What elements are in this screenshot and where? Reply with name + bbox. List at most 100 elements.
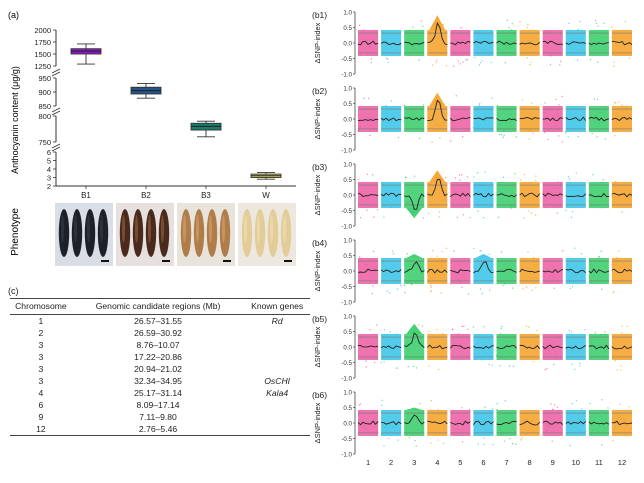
snp-mean-line — [588, 42, 609, 46]
snp-point — [459, 281, 461, 283]
snp-point — [579, 190, 581, 192]
snp-point — [422, 104, 425, 106]
snp-point — [503, 134, 505, 137]
snp-point — [438, 125, 440, 127]
snp-point — [555, 98, 557, 101]
snp-point — [533, 351, 535, 354]
snp-point — [358, 129, 360, 132]
snp-band — [542, 409, 563, 437]
snp-point — [512, 419, 514, 422]
snp-point — [571, 402, 573, 405]
snp-point — [596, 61, 599, 63]
snp-point — [511, 287, 514, 289]
snp-y-tick-label: 0.5 — [343, 253, 352, 260]
chromosome-label: 12 — [618, 458, 626, 467]
snp-point — [373, 259, 375, 261]
snp-point — [443, 427, 446, 430]
snp-point — [490, 421, 492, 424]
snp-peak — [429, 170, 446, 182]
snp-mean-line — [450, 420, 471, 426]
snp-point — [613, 61, 615, 63]
snp-point — [384, 426, 386, 429]
snp-point — [490, 34, 493, 37]
snp-y-tick-label: -0.5 — [341, 284, 352, 291]
snp-point — [568, 261, 570, 263]
snp-band — [496, 105, 517, 133]
snp-point — [430, 409, 433, 411]
snp-point — [571, 121, 573, 123]
snp-point — [432, 250, 434, 252]
snp-point — [380, 361, 382, 364]
snp-point — [500, 133, 503, 136]
snp-point — [479, 123, 481, 125]
table-cell: 2.76–5.46 — [71, 423, 245, 436]
snp-point — [381, 404, 383, 407]
snp-mean-line — [380, 117, 402, 122]
snp-panel: (b1) ΔSNP-index 1.0 0.5 0.0 -0.5 -1.0 — [312, 9, 633, 78]
snp-point — [531, 419, 534, 422]
snp-y-tick-label: 0.0 — [343, 116, 352, 123]
snp-point — [499, 181, 501, 184]
snp-point — [590, 261, 593, 263]
snp-point — [492, 345, 494, 348]
snp-mean-line — [357, 268, 379, 273]
snp-point — [403, 284, 406, 286]
snp-point — [579, 20, 581, 23]
snp-mean-line — [381, 421, 402, 426]
snp-y-tick-label: 0.5 — [343, 177, 352, 184]
snp-y-tick-label: 1.0 — [343, 9, 352, 16]
snp-point — [585, 430, 587, 432]
snp-point — [439, 137, 441, 139]
snp-point — [571, 286, 574, 288]
snp-point — [386, 57, 388, 60]
snp-point — [552, 205, 554, 207]
table-row: 3 17.22–20.86 — [10, 351, 310, 363]
snp-point — [508, 26, 510, 29]
snp-point — [512, 365, 515, 368]
chromosome-label: 5 — [458, 458, 462, 467]
snp-mean-line — [519, 268, 540, 273]
snp-y-tick-label: 0.0 — [343, 420, 352, 427]
snp-point — [387, 338, 390, 341]
snp-point — [373, 268, 375, 270]
table-row: 1 26.57–31.55 Rd — [10, 315, 310, 328]
snp-mean-line — [380, 269, 402, 273]
snp-point — [523, 173, 526, 176]
table-cell: 25.17–31.14 — [134, 388, 182, 398]
snp-point — [373, 361, 376, 364]
snp-point — [430, 284, 432, 287]
snp-point — [387, 58, 389, 60]
snp-point — [441, 250, 443, 253]
snp-point — [544, 102, 546, 104]
snp-point — [613, 65, 615, 67]
snp-point — [505, 44, 508, 47]
snp-point — [501, 280, 503, 283]
snp-mean-line — [404, 261, 425, 273]
snp-mean-line — [473, 420, 494, 426]
snp-point — [629, 186, 632, 189]
snp-point — [620, 365, 622, 367]
snp-mean-line — [565, 268, 587, 274]
snp-point — [508, 340, 511, 342]
table-row: 12 2.76–5.46 — [10, 423, 310, 436]
snp-point — [381, 399, 384, 402]
snp-point — [596, 136, 598, 138]
seed-highlight — [147, 215, 152, 243]
snp-point — [482, 217, 485, 219]
snp-point — [611, 195, 613, 197]
snp-point — [383, 445, 385, 447]
snp-mean-line — [357, 192, 379, 198]
snp-point — [504, 400, 506, 402]
table-cell: 9 — [38, 412, 44, 422]
snp-point — [575, 172, 577, 174]
snp-point — [557, 186, 559, 189]
snp-point — [580, 253, 583, 255]
snp-point — [358, 256, 361, 258]
snp-point — [458, 174, 461, 176]
snp-point — [601, 399, 603, 401]
snp-mean-line — [588, 268, 610, 274]
snp-point — [461, 174, 463, 176]
snp-point — [515, 39, 517, 42]
chromosome-label: 4 — [435, 458, 439, 467]
snp-point — [552, 276, 554, 278]
